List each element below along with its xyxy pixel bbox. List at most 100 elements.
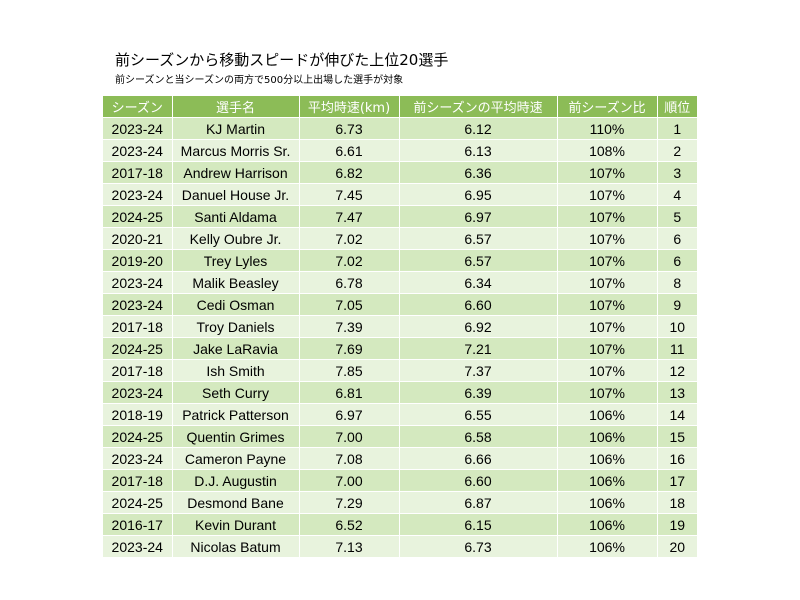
cell-rank: 15	[657, 425, 697, 448]
cell-ratio: 107%	[557, 337, 658, 360]
cell-ratio: 106%	[557, 425, 658, 448]
cell-ratio: 107%	[557, 359, 658, 382]
cell-ratio: 107%	[557, 315, 658, 338]
cell-rank: 6	[657, 249, 697, 272]
cell-rank: 10	[657, 315, 697, 338]
table-row: 2023-24 Nicolas Batum 7.13 6.73 106% 20	[103, 535, 697, 557]
cell-season: 2018-19	[103, 403, 173, 426]
cell-ratio: 106%	[557, 535, 658, 557]
cell-prev-avg-speed: 6.57	[399, 249, 558, 272]
chart-title: 前シーズンから移動スピードが伸びた上位20選手	[115, 51, 449, 69]
cell-avg-speed: 7.39	[299, 315, 400, 338]
cell-avg-speed: 7.29	[299, 491, 400, 514]
cell-ratio: 106%	[557, 469, 658, 492]
cell-rank: 18	[657, 491, 697, 514]
table-row: 2023-24 Danuel House Jr. 7.45 6.95 107% 4	[103, 183, 697, 206]
cell-player: Malik Beasley	[172, 271, 300, 294]
cell-player: Nicolas Batum	[172, 535, 300, 557]
cell-rank: 3	[657, 161, 697, 184]
cell-player: Kelly Oubre Jr.	[172, 227, 300, 250]
cell-rank: 6	[657, 227, 697, 250]
cell-prev-avg-speed: 6.97	[399, 205, 558, 228]
cell-season: 2017-18	[103, 469, 173, 492]
cell-season: 2017-18	[103, 161, 173, 184]
ranking-table: シーズン 選手名 平均時速(km) 前シーズンの平均時速 前シーズン比 順位 2…	[103, 96, 697, 557]
table-row: 2017-18 Andrew Harrison 6.82 6.36 107% 3	[103, 161, 697, 184]
cell-rank: 9	[657, 293, 697, 316]
cell-avg-speed: 6.97	[299, 403, 400, 426]
cell-player: Quentin Grimes	[172, 425, 300, 448]
cell-avg-speed: 7.00	[299, 425, 400, 448]
cell-prev-avg-speed: 6.15	[399, 513, 558, 536]
cell-prev-avg-speed: 6.39	[399, 381, 558, 404]
cell-prev-avg-speed: 6.66	[399, 447, 558, 470]
cell-rank: 14	[657, 403, 697, 426]
cell-ratio: 106%	[557, 447, 658, 470]
cell-avg-speed: 7.69	[299, 337, 400, 360]
cell-avg-speed: 7.45	[299, 183, 400, 206]
cell-prev-avg-speed: 7.37	[399, 359, 558, 382]
table-row: 2024-25 Desmond Bane 7.29 6.87 106% 18	[103, 491, 697, 514]
cell-rank: 12	[657, 359, 697, 382]
table-row: 2017-18 Ish Smith 7.85 7.37 107% 12	[103, 359, 697, 382]
cell-rank: 13	[657, 381, 697, 404]
cell-prev-avg-speed: 6.13	[399, 139, 558, 162]
table-row: 2023-24 Cedi Osman 7.05 6.60 107% 9	[103, 293, 697, 316]
cell-season: 2023-24	[103, 447, 173, 470]
cell-prev-avg-speed: 6.55	[399, 403, 558, 426]
cell-season: 2024-25	[103, 337, 173, 360]
cell-prev-avg-speed: 6.60	[399, 469, 558, 492]
header-ratio: 前シーズン比	[557, 96, 658, 118]
cell-ratio: 107%	[557, 161, 658, 184]
cell-ratio: 108%	[557, 139, 658, 162]
cell-avg-speed: 6.61	[299, 139, 400, 162]
cell-rank: 17	[657, 469, 697, 492]
cell-prev-avg-speed: 6.36	[399, 161, 558, 184]
cell-ratio: 110%	[557, 117, 658, 140]
table-row: 2024-25 Quentin Grimes 7.00 6.58 106% 15	[103, 425, 697, 448]
cell-player: Seth Curry	[172, 381, 300, 404]
cell-rank: 16	[657, 447, 697, 470]
cell-prev-avg-speed: 6.57	[399, 227, 558, 250]
cell-rank: 1	[657, 117, 697, 140]
cell-player: Cedi Osman	[172, 293, 300, 316]
table-row: 2023-24 KJ Martin 6.73 6.12 110% 1	[103, 117, 697, 140]
table-row: 2018-19 Patrick Patterson 6.97 6.55 106% 14	[103, 403, 697, 426]
cell-rank: 20	[657, 535, 697, 557]
cell-player: KJ Martin	[172, 117, 300, 140]
cell-ratio: 107%	[557, 205, 658, 228]
cell-player: Patrick Patterson	[172, 403, 300, 426]
cell-avg-speed: 7.13	[299, 535, 400, 557]
cell-player: Jake LaRavia	[172, 337, 300, 360]
cell-ratio: 106%	[557, 403, 658, 426]
table-row: 2024-25 Jake LaRavia 7.69 7.21 107% 11	[103, 337, 697, 360]
cell-player: Trey Lyles	[172, 249, 300, 272]
cell-rank: 11	[657, 337, 697, 360]
cell-ratio: 107%	[557, 227, 658, 250]
cell-player: Andrew Harrison	[172, 161, 300, 184]
cell-prev-avg-speed: 6.58	[399, 425, 558, 448]
cell-player: Santi Aldama	[172, 205, 300, 228]
cell-avg-speed: 7.08	[299, 447, 400, 470]
table-row: 2019-20 Trey Lyles 7.02 6.57 107% 6	[103, 249, 697, 272]
cell-season: 2023-24	[103, 117, 173, 140]
cell-player: D.J. Augustin	[172, 469, 300, 492]
table-row: 2024-25 Santi Aldama 7.47 6.97 107% 5	[103, 205, 697, 228]
cell-season: 2017-18	[103, 315, 173, 338]
cell-ratio: 107%	[557, 271, 658, 294]
cell-prev-avg-speed: 6.87	[399, 491, 558, 514]
table-row: 2016-17 Kevin Durant 6.52 6.15 106% 19	[103, 513, 697, 536]
cell-ratio: 107%	[557, 183, 658, 206]
cell-ratio: 107%	[557, 381, 658, 404]
cell-avg-speed: 7.85	[299, 359, 400, 382]
cell-season: 2023-24	[103, 293, 173, 316]
table-body: 2023-24 KJ Martin 6.73 6.12 110% 1 2023-24 Marc…	[103, 117, 697, 557]
cell-avg-speed: 6.52	[299, 513, 400, 536]
cell-avg-speed: 6.81	[299, 381, 400, 404]
cell-avg-speed: 7.05	[299, 293, 400, 316]
cell-rank: 19	[657, 513, 697, 536]
cell-avg-speed: 6.82	[299, 161, 400, 184]
cell-avg-speed: 7.47	[299, 205, 400, 228]
cell-season: 2023-24	[103, 381, 173, 404]
cell-player: Ish Smith	[172, 359, 300, 382]
